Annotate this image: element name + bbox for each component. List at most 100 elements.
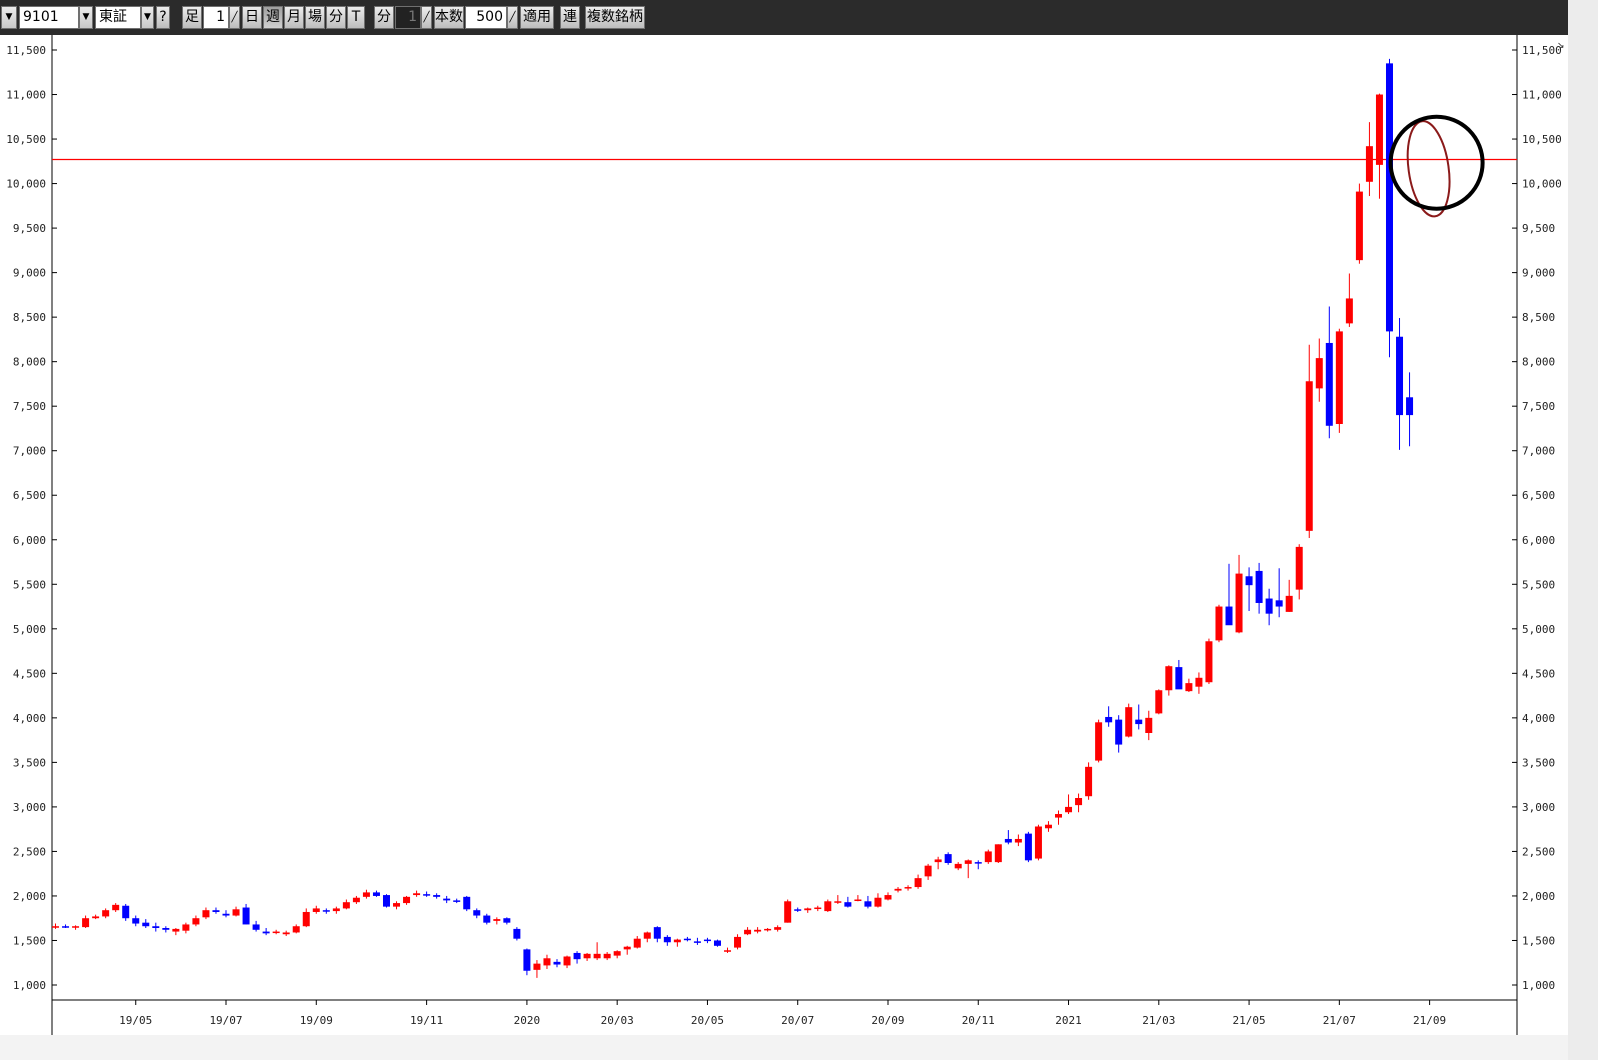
candle-body: [713, 940, 721, 946]
period-month-button[interactable]: 月: [284, 6, 304, 29]
candle-body: [603, 953, 611, 959]
y-tick-label-right: 8,000: [1522, 356, 1555, 369]
candle-body: [443, 898, 451, 901]
candle-body: [423, 894, 431, 896]
candle-body: [1115, 719, 1123, 745]
x-tick-label: 20/11: [962, 1014, 995, 1027]
bar-count-spin-icon[interactable]: ╱: [507, 6, 518, 29]
y-tick-label-left: 8,000: [13, 356, 46, 369]
candle-body: [1085, 766, 1093, 797]
x-tick-label: 20/05: [691, 1014, 724, 1027]
y-tick-label-right: 4,000: [1522, 712, 1555, 725]
period-session-button[interactable]: 場: [305, 6, 325, 29]
candle-body: [483, 915, 491, 923]
candle-body: [302, 911, 310, 927]
candle-body: [513, 928, 521, 939]
candle-body: [1044, 824, 1052, 829]
y-tick-label-right: 8,500: [1522, 311, 1555, 324]
link-button[interactable]: 連: [560, 6, 580, 29]
bar-count-label: 本数: [434, 6, 464, 29]
candles-group: [52, 58, 1414, 978]
y-tick-label-left: 3,500: [13, 756, 46, 769]
candle-body: [1355, 191, 1363, 261]
candle-body: [1325, 342, 1333, 426]
candle-body: [643, 932, 651, 939]
candle-body: [1265, 598, 1273, 614]
candle-body: [1235, 573, 1243, 633]
candle-body: [382, 895, 390, 907]
candle-body: [1365, 146, 1373, 182]
market-dropdown-icon[interactable]: ▼: [141, 6, 154, 29]
candle-body: [352, 897, 360, 903]
candle-body: [1135, 719, 1143, 725]
candle-body: [172, 928, 180, 932]
candle-body: [934, 859, 942, 863]
minute-input[interactable]: 1: [395, 6, 421, 29]
candle-body: [413, 893, 421, 896]
x-tick-label: 2021: [1055, 1014, 1082, 1027]
candle-body: [633, 938, 641, 948]
y-tick-label-left: 3,000: [13, 801, 46, 814]
x-tick-label: 20/03: [601, 1014, 634, 1027]
candle-body: [854, 899, 862, 902]
candle-body: [463, 896, 471, 910]
period-day-button[interactable]: 日: [242, 6, 262, 29]
candle-body: [132, 918, 140, 924]
x-tick-label: 20/09: [871, 1014, 904, 1027]
x-tick-label: 21/05: [1233, 1014, 1266, 1027]
candle-body: [1175, 667, 1183, 690]
candle-body: [994, 844, 1002, 863]
ashi-label: 足: [182, 6, 202, 29]
bar-count-input[interactable]: 500: [465, 6, 507, 29]
y-tick-label-right: 1,500: [1522, 934, 1555, 947]
minute-spin-icon[interactable]: ╱: [421, 6, 432, 29]
candle-body: [573, 952, 581, 960]
x-tick-label: 19/09: [300, 1014, 333, 1027]
y-tick-label-left: 8,500: [13, 311, 46, 324]
candle-body: [1345, 298, 1353, 324]
period-tick-button[interactable]: T: [347, 6, 365, 29]
interval-input[interactable]: 1: [203, 6, 229, 29]
y-tick-label-left: 4,500: [13, 667, 46, 680]
y-tick-label-right: 10,500: [1522, 133, 1562, 146]
period-week-button[interactable]: 週: [263, 6, 283, 29]
candle-body: [724, 950, 732, 952]
candle-body: [202, 910, 210, 918]
candle-body: [1065, 806, 1073, 813]
symbol-code-input[interactable]: 9101: [19, 6, 79, 29]
candle-body: [653, 927, 661, 939]
candle-body: [804, 908, 812, 911]
candle-body: [403, 896, 411, 904]
annotation-group: [1388, 114, 1485, 218]
candle-body: [1014, 838, 1022, 843]
time-axis-ticks: 19/05 19/07 19/09 19/11 2020 20/03 20/05 20/07 2…: [119, 1000, 1446, 1027]
candle-body: [1396, 336, 1404, 416]
multi-symbol-button[interactable]: 複数銘柄: [585, 6, 645, 29]
candle-body: [593, 953, 601, 959]
y-tick-label-right: 9,000: [1522, 267, 1555, 280]
candle-body: [964, 860, 972, 864]
help-button[interactable]: ?: [156, 6, 170, 29]
x-tick-label: 21/03: [1142, 1014, 1175, 1027]
candle-body: [372, 892, 380, 896]
y-tick-label-left: 10,500: [6, 133, 46, 146]
period-minute-button[interactable]: 分: [326, 6, 346, 29]
candle-body: [1075, 798, 1083, 806]
y-tick-label-left: 7,000: [13, 445, 46, 458]
corner-marker-icon[interactable]: ↘: [1557, 41, 1565, 51]
status-strip: [0, 1035, 1568, 1060]
apply-button[interactable]: 適用: [520, 6, 554, 29]
price-axis-ticks: 1,000 1,000 1,500 1,500 2,000 2,000 2,500 2,500…: [6, 44, 1562, 992]
candle-body: [72, 926, 80, 928]
hand-drawn-ellipse-annotation: [1406, 120, 1451, 218]
candle-body: [784, 901, 792, 923]
market-select[interactable]: 東証: [95, 6, 141, 29]
candle-body: [744, 929, 752, 935]
menu-dropdown-icon[interactable]: ▼: [1, 6, 17, 29]
symbol-dropdown-icon[interactable]: ▼: [79, 6, 93, 29]
y-tick-label-right: 1,000: [1522, 979, 1555, 992]
x-tick-label: 19/07: [209, 1014, 242, 1027]
y-tick-label-left: 4,000: [13, 712, 46, 725]
candle-body: [1215, 606, 1223, 641]
interval-spin-icon[interactable]: ╱: [229, 6, 240, 29]
